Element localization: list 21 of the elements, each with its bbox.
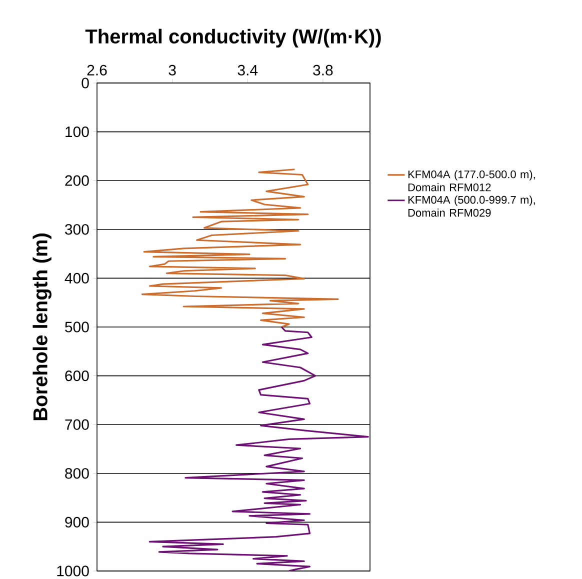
legend-label: KFM04A (500.0-999.7 m), Domain RFM029 [408,196,535,217]
y-tick-label: 200 [65,175,89,186]
y-axis-title: Borehole length (m) [32,234,52,420]
line-series [141,168,339,328]
y-tick-label: 1000 [57,566,89,576]
y-tick-label: 500 [65,322,89,332]
x-tick-label: 3.4 [238,64,258,76]
x-tick-label: 2.6 [87,64,107,76]
y-tick-label: 300 [65,224,89,235]
x-tick-label: 3.8 [313,64,333,76]
legend-label: KFM04A (177.0-500.0 m), Domain RFM012 [408,170,535,192]
y-tick-label: 700 [65,419,89,430]
y-tick-label: 100 [66,126,89,138]
line-series [148,326,369,572]
y-tick-label: 900 [65,516,89,528]
y-tick-label: 800 [65,468,89,479]
y-tick-label: 400 [64,272,89,284]
x-axis-title: Thermal conductivity (W/(m·K)) [85,28,381,48]
y-tick-label: 600 [65,370,89,382]
y-tick-label: 0 [82,78,89,88]
x-tick-label: 3 [168,64,176,76]
